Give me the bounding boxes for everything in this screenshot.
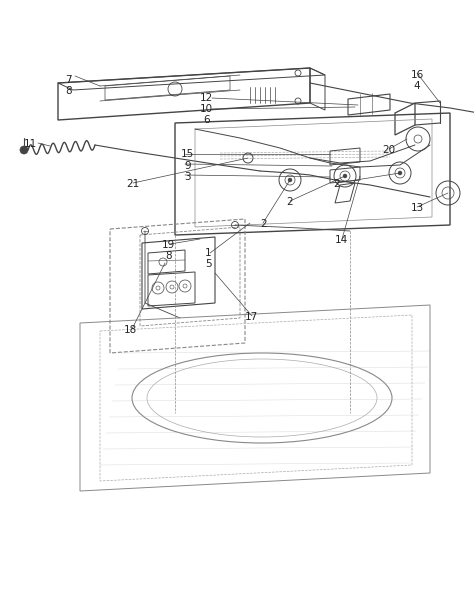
Text: 12: 12 (200, 93, 213, 103)
Text: 11: 11 (24, 139, 37, 149)
Text: 18: 18 (124, 325, 137, 335)
Text: 2: 2 (333, 179, 340, 189)
Circle shape (288, 178, 292, 182)
Text: 13: 13 (410, 204, 424, 213)
Text: 10: 10 (200, 104, 213, 114)
Text: 21: 21 (126, 179, 139, 189)
Text: 1: 1 (205, 248, 212, 258)
Text: 15: 15 (181, 150, 194, 159)
Circle shape (20, 146, 28, 154)
Circle shape (343, 174, 347, 178)
Text: 3: 3 (184, 172, 191, 181)
Text: 5: 5 (205, 259, 212, 269)
Text: 8: 8 (165, 251, 172, 261)
Text: 7: 7 (65, 75, 72, 85)
Text: 8: 8 (65, 86, 72, 96)
Text: 2: 2 (286, 197, 292, 207)
Text: 20: 20 (382, 145, 395, 155)
Text: 6: 6 (203, 115, 210, 125)
Text: 9: 9 (184, 161, 191, 170)
Circle shape (398, 171, 402, 175)
Text: 4: 4 (414, 81, 420, 91)
Text: 2: 2 (260, 219, 266, 229)
Text: 14: 14 (335, 235, 348, 245)
Text: 17: 17 (245, 312, 258, 322)
Text: 19: 19 (162, 240, 175, 250)
Text: 16: 16 (410, 70, 424, 80)
